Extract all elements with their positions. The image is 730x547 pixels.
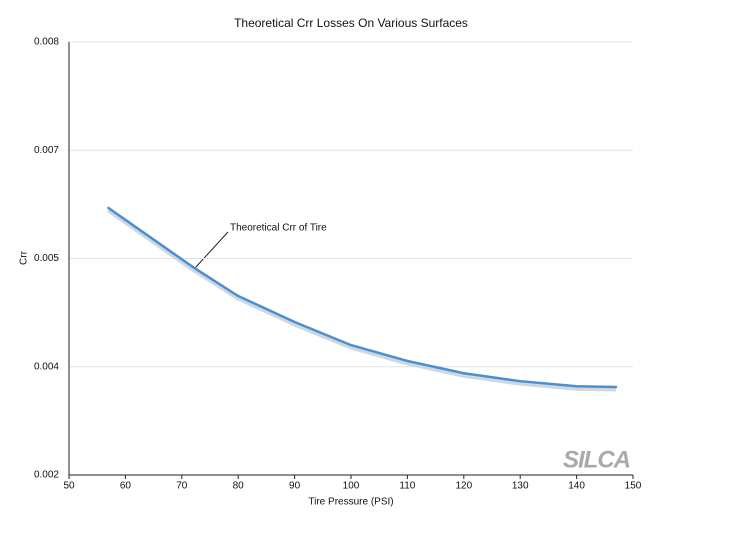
chart-title: Theoretical Crr Losses On Various Surfac… — [234, 16, 468, 30]
x-tick-label: 110 — [399, 481, 415, 492]
watermark: SILCA — [563, 446, 630, 473]
x-axis-label: Tire Pressure (PSI) — [308, 497, 393, 508]
y-axis-label: Crr — [19, 250, 30, 265]
line — [107, 206, 618, 389]
x-tick-label: 130 — [512, 481, 529, 492]
x-tick-label: 50 — [63, 481, 75, 492]
line-shadow — [107, 207, 617, 392]
y-tick-label: 0.008 — [34, 37, 59, 48]
x-tick-label: 150 — [625, 481, 642, 492]
x-tick-label: 80 — [233, 481, 245, 492]
x-tick-label: 120 — [455, 481, 472, 492]
x-tick-label: 60 — [120, 481, 132, 492]
annotation-leader — [194, 231, 229, 269]
x-tick-label: 70 — [176, 481, 188, 492]
y-tick-label: 0.005 — [34, 253, 59, 264]
y-tick-label: 0.002 — [34, 470, 59, 481]
y-tick-label: 0.004 — [34, 361, 59, 372]
y-tick-label: 0.007 — [34, 145, 59, 156]
annotation: Theoretical Crr of Tire — [230, 223, 327, 234]
x-tick-label: 100 — [343, 481, 360, 492]
x-tick-label: 90 — [289, 481, 301, 492]
x-tick-label: 140 — [568, 481, 585, 492]
